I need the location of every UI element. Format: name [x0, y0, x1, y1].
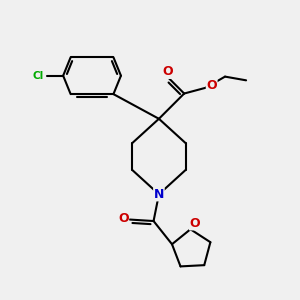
Text: O: O	[162, 65, 173, 78]
Text: O: O	[190, 217, 200, 230]
Text: O: O	[118, 212, 129, 225]
Text: Cl: Cl	[32, 71, 44, 81]
Text: O: O	[206, 79, 217, 92]
Text: N: N	[154, 188, 164, 201]
